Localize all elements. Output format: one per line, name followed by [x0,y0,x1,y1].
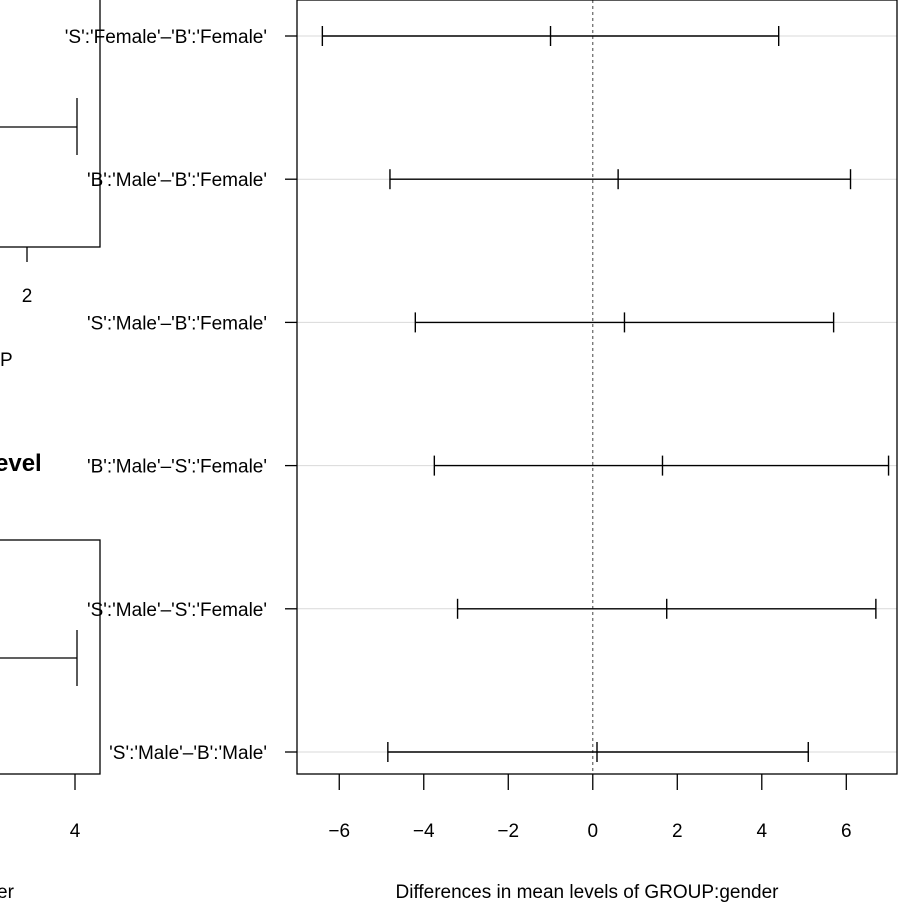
confidence-interval [414,312,835,333]
top-left-axis-label: P [0,350,13,371]
top-left-tick-label: 2 [22,286,33,307]
confidence-intervals [321,26,890,762]
tukey-hsd-plot: 'S':'Female'–'B':'Female' 'B':'Male'–'B':… [65,0,898,903]
confidence-interval [389,169,852,190]
gridlines [297,35,897,753]
x-axis-label: Differences in mean levels of GROUP:gend… [396,882,780,903]
x-tick-label: 0 [587,821,598,842]
left-plot-title: evel [0,450,42,477]
x-tick-label: −6 [328,821,350,842]
confidence-interval [456,598,877,619]
comparison-label: 'B':'Male'–'B':'Female' [87,170,267,191]
comparison-label: 'S':'Male'–'B':'Female' [87,313,267,334]
confidence-interval [387,742,809,762]
bottom-left-axis-label: er [0,882,15,903]
x-tick-label: 6 [841,821,852,842]
confidence-interval [433,455,890,476]
confidence-interval [321,26,780,46]
x-tick-label: −2 [497,821,519,842]
comparison-labels: 'S':'Female'–'B':'Female' 'B':'Male'–'B':… [65,27,297,764]
comparison-label: 'B':'Male'–'S':'Female' [87,457,267,478]
plot-frame [296,0,898,775]
x-tick-label: 2 [672,821,683,842]
left-partial-plots: 2 P evel 4 er [0,0,101,903]
bottom-left-plot-box [0,539,101,775]
comparison-label: 'S':'Female'–'B':'Female' [65,27,267,48]
x-axis: −6 −4 −2 0 2 4 6 [328,774,852,842]
x-tick-label: 4 [756,821,767,842]
comparison-label: 'S':'Male'–'S':'Female' [87,600,267,621]
x-tick-label: −4 [413,821,435,842]
top-left-plot-box [0,0,101,248]
comparison-label: 'S':'Male'–'B':'Male' [109,743,267,764]
bottom-left-tick-label: 4 [70,821,81,842]
